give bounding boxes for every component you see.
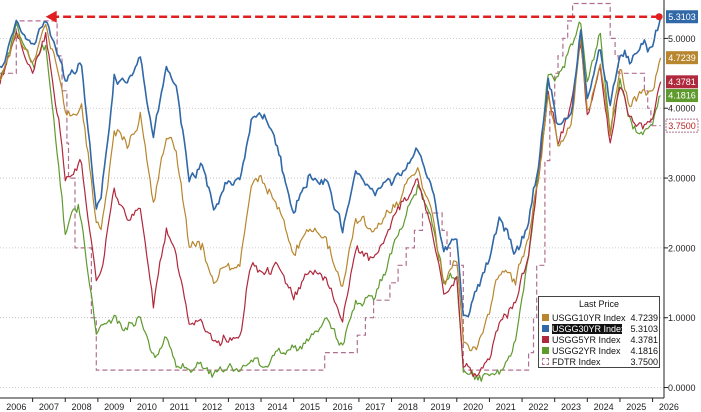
- legend-label: USGG10YR Index: [552, 312, 626, 323]
- legend-label: USGG30YR Index: [552, 323, 626, 334]
- x-tick-label: 2016: [333, 402, 353, 412]
- last-value-tag-label: 5.3103: [668, 12, 696, 22]
- legend-value: 4.1816: [630, 345, 658, 356]
- x-tick-label: 2009: [104, 402, 124, 412]
- y-tick-label: 0.0000: [668, 383, 696, 393]
- x-axis-ticks: 2006 2007 2008 2009 2010 2011 2012 2013 2014 2015…: [6, 398, 679, 412]
- x-tick-label: 2017: [365, 402, 385, 412]
- last-value-tag: 3.7500: [665, 118, 699, 133]
- y-tick-label: 2.0000: [668, 243, 696, 253]
- x-tick-label: 2007: [39, 402, 59, 412]
- last-value-tags: 4.7239 5.3103 4.3781 4.1816 3.7500: [665, 10, 699, 133]
- x-tick-label: 2023: [561, 402, 581, 412]
- y-tick-label: 3.0000: [668, 174, 696, 184]
- legend-swatch-usgg10yr: [542, 314, 549, 321]
- legend-label: USGG2YR Index: [552, 345, 621, 356]
- legend-item-usgg2yr: USGG2YR Index 4.1816: [539, 345, 659, 356]
- y-tick-label: 1.0000: [668, 313, 696, 323]
- last-value-tag-box: [666, 89, 698, 103]
- x-tick-label: 2019: [430, 402, 450, 412]
- last-value-tag-box: [665, 118, 699, 133]
- series-layer: [0, 2, 662, 382]
- legend-swatch-fdtr: [542, 358, 549, 365]
- x-tick-label: 2025: [626, 402, 646, 412]
- last-value-tag-label: 4.1816: [668, 91, 696, 101]
- last-value-tag-box: [666, 75, 698, 89]
- legend-label: FDTR Index: [552, 356, 601, 367]
- series-line-usgg30yr: [0, 16, 662, 318]
- legend-item-fdtr: FDTR Index 3.7500: [539, 356, 659, 367]
- y-tick-label: 4.0000: [668, 104, 696, 114]
- legend-swatch-usgg5yr: [542, 336, 549, 343]
- series-line-fdtr: [0, 2, 661, 371]
- legend-label: USGG5YR Index: [552, 334, 621, 345]
- last-value-tag-label: 4.3781: [668, 77, 696, 87]
- last-value-tag: 5.3103: [666, 10, 698, 24]
- y-tick-label: 5.0000: [668, 34, 696, 44]
- legend-item-usgg5yr: USGG5YR Index 4.3781: [539, 334, 659, 345]
- x-tick-label: 2008: [72, 402, 92, 412]
- x-tick-label: 2014: [267, 402, 287, 412]
- last-value-tag-box: [666, 10, 698, 24]
- x-tick-label: 2018: [398, 402, 418, 412]
- x-tick-label: 2024: [594, 402, 614, 412]
- legend-value: 3.7500: [630, 356, 658, 367]
- last-value-tag: 4.3781: [666, 75, 698, 89]
- legend-item-usgg30yr: USGG30YR Index 5.3103: [539, 323, 659, 334]
- x-tick-label: 2015: [300, 402, 320, 412]
- x-tick-label: 2006: [6, 402, 26, 412]
- arrow-origin-dot: [655, 13, 663, 21]
- x-tick-label: 2021: [496, 402, 516, 412]
- legend-value: 5.3103: [630, 323, 658, 334]
- last-value-tag-box: [666, 51, 698, 65]
- legend-swatch-usgg30yr: [542, 325, 549, 332]
- reference-arrow: [45, 10, 663, 23]
- series-line-usgg10yr: [0, 23, 662, 352]
- legend: Last Price USGG10YR Index 4.7239 USGG30Y…: [538, 296, 660, 368]
- legend-value: 4.7239: [630, 312, 658, 323]
- x-tick-label: 2011: [170, 402, 189, 412]
- last-value-tag-label: 4.7239: [668, 53, 696, 63]
- legend-item-usgg10yr: USGG10YR Index 4.7239: [539, 312, 659, 323]
- arrow-head: [45, 10, 57, 23]
- legend-swatch-usgg2yr: [542, 347, 549, 354]
- x-tick-label: 2012: [202, 402, 222, 412]
- x-tick-label: 2013: [235, 402, 255, 412]
- x-tick-label: 2010: [137, 402, 157, 412]
- x-tick-label: 2022: [528, 402, 548, 412]
- last-value-tag: 4.7239: [666, 51, 698, 65]
- x-tick-label: 2026: [659, 402, 679, 412]
- last-value-tag: 4.1816: [666, 89, 698, 103]
- last-value-tag-label: 3.7500: [668, 121, 696, 131]
- y-axis-ticks: 0.0000 1.0000 2.0000 3.0000 4.0000 5.0000: [664, 34, 696, 393]
- series-line-usgg2yr: [0, 21, 661, 382]
- x-tick-label: 2020: [463, 402, 483, 412]
- legend-value: 4.3781: [630, 334, 658, 345]
- legend-title: Last Price: [578, 299, 620, 309]
